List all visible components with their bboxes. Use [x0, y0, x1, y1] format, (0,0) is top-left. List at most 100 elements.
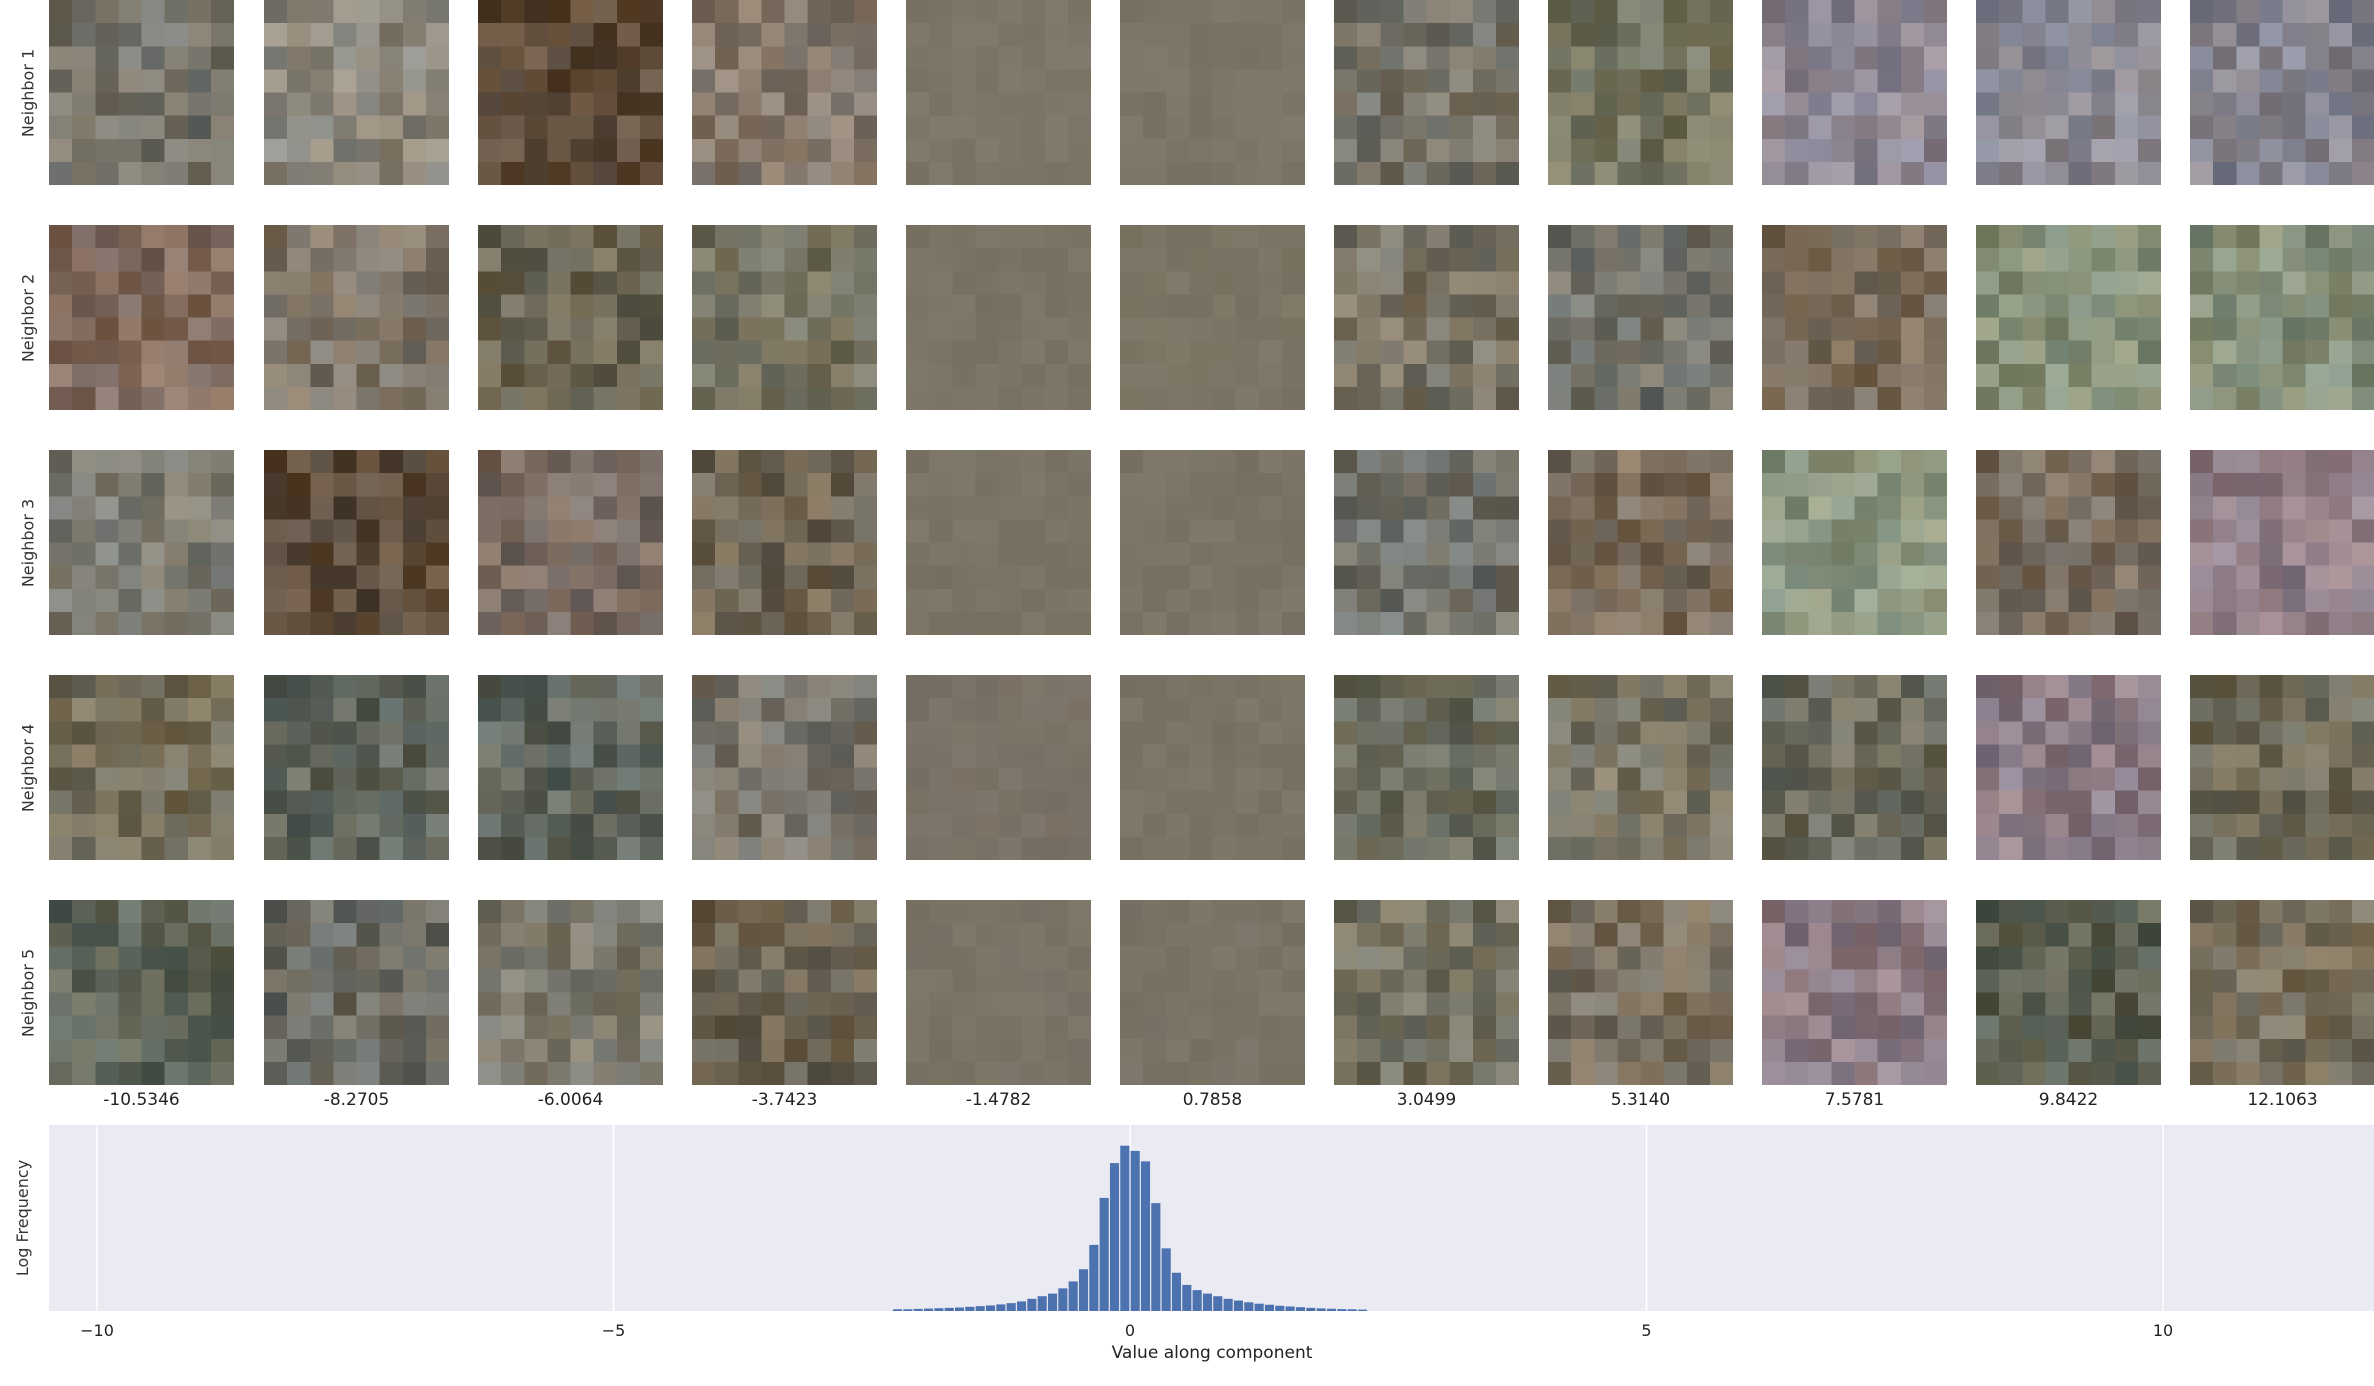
histogram-bar	[934, 1308, 944, 1311]
histogram-bar	[1192, 1290, 1202, 1311]
neighbor-image-tile	[1762, 450, 1947, 635]
neighbor-image-tile	[1548, 675, 1733, 860]
histogram-bar	[1130, 1150, 1140, 1311]
neighbor-image-tile	[1976, 0, 2161, 185]
histogram-bar	[1326, 1308, 1336, 1311]
histogram-bar	[1295, 1307, 1306, 1311]
neighbor-image-tile	[1334, 0, 1519, 185]
histogram-bar	[944, 1307, 954, 1311]
neighbor-image-tile	[692, 675, 877, 860]
neighbor-image-tile	[264, 900, 449, 1085]
neighbor-image-tile	[49, 0, 234, 185]
row-label-text: Neighbor 4	[18, 723, 38, 812]
neighbor-image-tile	[906, 450, 1091, 635]
histogram-bar	[1037, 1296, 1047, 1311]
histogram-bar	[1006, 1303, 1016, 1311]
histogram-bar	[975, 1306, 985, 1311]
histogram-svg: −10 −5 0 5 10 Value along component Log Freq…	[13, 1125, 2374, 1363]
neighbor-image-tile	[478, 675, 663, 860]
column-value-label: -3.7423	[751, 1090, 818, 1110]
neighbor-image-grid: Neighbor 1 Neighbor 2 Neighbor 3 Neighbor 4…	[18, 0, 2374, 1110]
column-value-label: -10.5346	[103, 1090, 180, 1110]
neighbor-image-tile	[906, 225, 1091, 410]
neighbor-image-tile	[264, 450, 449, 635]
x-tick-label: 0	[1125, 1321, 1135, 1340]
histogram-bar	[1223, 1298, 1233, 1311]
column-value-label: 7.5781	[1824, 1090, 1885, 1110]
histogram-bar	[1347, 1309, 1357, 1311]
neighbor-image-tile	[1762, 0, 1947, 185]
histogram-bar	[965, 1306, 975, 1311]
neighbor-image-tile	[692, 900, 877, 1085]
neighbor-image-tile	[1334, 675, 1519, 860]
neighbor-image-tile	[1120, 900, 1305, 1085]
neighbor-image-tile	[49, 675, 234, 860]
y-axis-label: Log Frequency	[13, 1160, 32, 1276]
neighbor-image-tile	[1976, 675, 2161, 860]
histogram-bar	[1099, 1197, 1109, 1311]
histogram-bar	[996, 1304, 1006, 1311]
histogram-bar	[1078, 1269, 1089, 1311]
histogram-bar	[1161, 1248, 1171, 1311]
neighbor-image-tile	[49, 900, 234, 1085]
histogram-bar	[985, 1305, 996, 1311]
histogram-bar	[1285, 1306, 1295, 1311]
column-value-label: -8.2705	[323, 1090, 390, 1110]
x-tick-label: −5	[602, 1321, 626, 1340]
histogram-bar	[1264, 1304, 1275, 1311]
histogram-bar	[1244, 1302, 1254, 1311]
histogram-bar	[1109, 1163, 1120, 1311]
neighbor-image-tile	[478, 0, 663, 185]
neighbor-image-tile	[692, 0, 877, 185]
histogram-bar	[1202, 1293, 1213, 1311]
neighbor-image-tile	[1548, 0, 1733, 185]
neighbor-image-tile	[1120, 225, 1305, 410]
neighbor-image-tile	[906, 675, 1091, 860]
x-tick-label: 10	[2153, 1321, 2173, 1340]
neighbor-image-tile	[1762, 225, 1947, 410]
histogram-bar	[924, 1308, 934, 1311]
neighbor-image-tile	[906, 900, 1091, 1085]
histogram-bar	[1027, 1298, 1037, 1311]
histogram-bar	[1151, 1203, 1161, 1311]
neighbor-image-tile	[906, 0, 1091, 185]
neighbor-image-tile	[2190, 225, 2374, 410]
neighbor-image-tile	[264, 675, 449, 860]
neighbor-image-tile	[1548, 900, 1733, 1085]
neighbor-image-tile	[1334, 900, 1519, 1085]
neighbor-image-tile	[478, 900, 663, 1085]
histogram-bar	[913, 1308, 923, 1311]
neighbor-image-tile	[1334, 225, 1519, 410]
histogram-bar	[954, 1307, 965, 1311]
histogram-bar	[1171, 1272, 1182, 1311]
neighbor-image-tile	[1548, 225, 1733, 410]
column-value-label: 3.0499	[1396, 1090, 1457, 1110]
neighbor-image-tile	[1976, 900, 2161, 1085]
histogram-bar	[1047, 1293, 1058, 1311]
histogram-bar	[1213, 1296, 1223, 1311]
neighbor-image-tile	[1548, 450, 1733, 635]
row-label-text: Neighbor 3	[18, 498, 38, 587]
histogram-bar	[1120, 1145, 1130, 1311]
neighbor-image-tile	[2190, 675, 2374, 860]
histogram-bar	[1058, 1288, 1068, 1311]
neighbor-image-tile	[49, 450, 234, 635]
column-value-label: 12.1063	[2247, 1090, 2318, 1110]
neighbor-image-tile	[692, 450, 877, 635]
row-label-text: Neighbor 5	[18, 948, 38, 1037]
histogram-bar	[1254, 1303, 1264, 1311]
neighbor-image-tile	[1334, 450, 1519, 635]
row-label-text: Neighbor 1	[18, 48, 38, 137]
histogram-bar	[1182, 1284, 1192, 1311]
neighbor-image-tile	[49, 225, 234, 410]
neighbor-image-tile	[1120, 450, 1305, 635]
x-axis-label: Value along component	[1112, 1343, 1313, 1363]
histogram-bar	[893, 1309, 903, 1311]
column-value-label: 0.7858	[1182, 1090, 1243, 1110]
histogram-bar	[1275, 1305, 1285, 1311]
histogram-bar	[1016, 1301, 1027, 1311]
histogram-bar	[1089, 1244, 1099, 1311]
histogram-bar	[1068, 1281, 1078, 1311]
column-value-label: 5.3140	[1610, 1090, 1671, 1110]
neighbor-image-tile	[1120, 0, 1305, 185]
